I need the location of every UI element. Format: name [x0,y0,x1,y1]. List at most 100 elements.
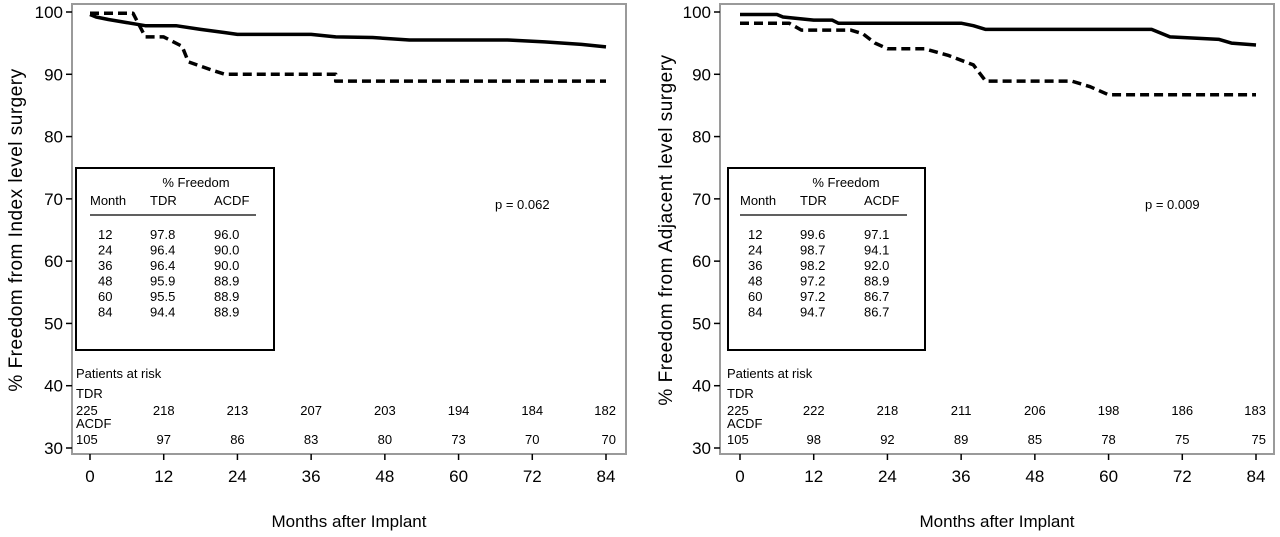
x-tick-label: 24 [878,467,897,486]
x-tick-label: 48 [375,467,394,486]
x-tick-label: 36 [302,467,321,486]
x-tick-label: 60 [1099,467,1118,486]
freedom-group-header: % Freedom [162,175,229,190]
risk-value: 186 [1171,403,1193,418]
y-tick-label: 90 [692,65,711,84]
risk-value: 75 [1252,432,1266,447]
freedom-col-header: Month [740,193,776,208]
risk-group-label: TDR [76,386,103,401]
x-tick-label: 84 [597,467,616,486]
y-tick-label: 40 [692,377,711,396]
risk-value: 183 [1244,403,1266,418]
y-tick-label: 40 [44,377,63,396]
freedom-table-cell: 97.2 [800,289,825,304]
risk-value: 184 [521,403,543,418]
risk-value: 75 [1175,432,1189,447]
freedom-table-cell: 97.2 [800,274,825,289]
x-axis-label: Months after Implant [920,512,1075,531]
freedom-table-cell: 94.1 [864,243,889,258]
x-tick-label: 12 [804,467,823,486]
y-tick-label: 50 [44,314,63,333]
solid-series-line [740,12,1257,47]
risk-value: 85 [1028,432,1042,447]
freedom-table-cell: 12 [98,227,112,242]
x-tick-label: 72 [1173,467,1192,486]
x-tick-label: 0 [735,467,744,486]
risk-value: 70 [602,432,616,447]
risk-table-title: Patients at risk [76,366,162,381]
freedom-table-cell: 97.8 [150,227,175,242]
freedom-col-header: ACDF [214,193,249,208]
freedom-table: % Freedom Month TDR ACDF 12 99.6 97.1 24 98.7 94.… [727,167,926,351]
y-tick-label: 50 [692,314,711,333]
y-tick-label: 90 [44,65,63,84]
risk-value: 70 [525,432,539,447]
freedom-table-cell: 48 [748,274,762,289]
x-tick-label: 0 [85,467,94,486]
y-axis-label: % Freedom from Adjacent level surgery [656,54,677,405]
p-value: p = 0.062 [495,197,550,212]
risk-value: 80 [378,432,392,447]
risk-value: 198 [1098,403,1120,418]
freedom-col-header: ACDF [864,193,899,208]
freedom-table-cell: 84 [98,305,112,320]
risk-group-label: TDR [727,386,754,401]
plot-frame [719,3,1275,455]
risk-table: Patients at risk TDR 225 222 218 211 206 198 186… [727,366,1266,447]
freedom-table-cell: 96.4 [150,258,175,273]
freedom-table-cell: 92.0 [864,258,889,273]
freedom-col-header: TDR [800,193,827,208]
risk-value: 194 [448,403,470,418]
freedom-col-header: TDR [150,193,177,208]
risk-value: 213 [227,403,249,418]
freedom-table-cell: 48 [98,274,112,289]
risk-value: 83 [304,432,318,447]
freedom-table-cell: 36 [748,258,762,273]
risk-value: 98 [806,432,820,447]
freedom-table-cell: 96.4 [150,243,175,258]
x-tick-label: 24 [228,467,247,486]
risk-table: Patients at risk TDR 225 218 213 207 203 194 184… [76,366,616,447]
plot-frame [71,3,627,455]
risk-value: 86 [230,432,244,447]
risk-value: 206 [1024,403,1046,418]
x-tick-label: 60 [449,467,468,486]
risk-value: 97 [156,432,170,447]
freedom-table-cell: 90.0 [214,243,239,258]
risk-value: 105 [76,432,98,447]
risk-value: 225 [76,403,98,418]
risk-value: 92 [880,432,894,447]
freedom-table-cell: 24 [748,243,762,258]
freedom-table-box [75,167,275,351]
freedom-table-cell: 84 [748,305,762,320]
x-tick-label: 48 [1025,467,1044,486]
freedom-table-cell: 88.9 [214,289,239,304]
freedom-table-cell: 94.7 [800,305,825,320]
y-tick-label: 30 [692,439,711,458]
y-tick-label: 100 [683,3,711,22]
freedom-table: % Freedom Month TDR ACDF 12 97.8 96.0 24 96.4 90.… [75,167,275,351]
freedom-table-cell: 12 [748,227,762,242]
p-value: p = 0.009 [1145,197,1200,212]
solid-series-line [89,12,607,49]
freedom-table-cell: 95.9 [150,274,175,289]
y-axis-label: % Freedom from Index level surgery [6,68,27,391]
x-tick-label: 72 [523,467,542,486]
freedom-col-header: Month [90,193,126,208]
risk-group-label: ACDF [76,416,111,431]
freedom-table-cell: 95.5 [150,289,175,304]
risk-value: 218 [153,403,175,418]
risk-value: 105 [727,432,749,447]
risk-value: 89 [954,432,968,447]
risk-value: 211 [951,403,972,418]
freedom-table-cell: 60 [748,289,762,304]
dashed-series-line [740,21,1256,97]
risk-value: 78 [1101,432,1115,447]
x-tick-label: 36 [952,467,971,486]
risk-group-label: ACDF [727,416,762,431]
risk-table-title: Patients at risk [727,366,813,381]
y-tick-label: 80 [692,128,711,147]
risk-value: 73 [451,432,465,447]
freedom-table-cell: 88.9 [214,305,239,320]
